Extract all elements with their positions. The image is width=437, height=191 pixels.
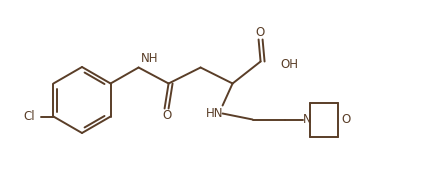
Text: O: O [341, 113, 350, 126]
Text: Cl: Cl [24, 110, 35, 123]
Text: HN: HN [206, 107, 223, 120]
Text: NH: NH [141, 52, 158, 65]
Text: O: O [162, 109, 171, 122]
Text: O: O [255, 26, 264, 39]
Text: OH: OH [281, 58, 298, 71]
Text: N: N [303, 113, 312, 126]
